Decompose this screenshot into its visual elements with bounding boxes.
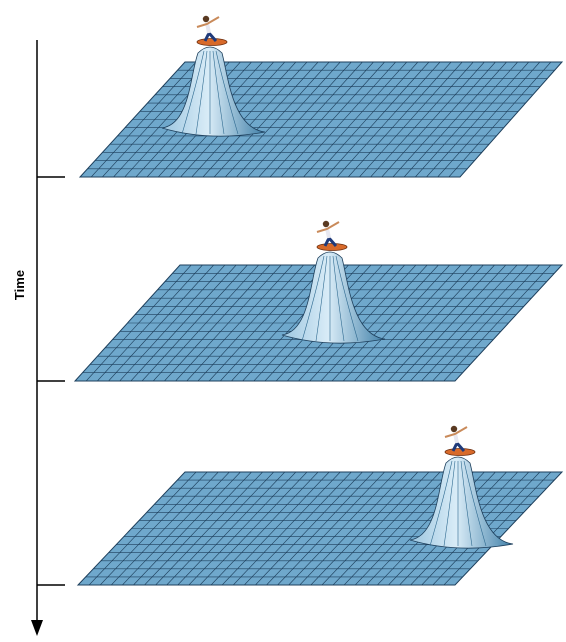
grid-plane [73, 220, 564, 382]
wave-line [443, 460, 456, 547]
layers [73, 15, 564, 586]
surfer-head [202, 15, 210, 23]
surfer-arms [444, 426, 468, 438]
grid-plane [76, 425, 564, 586]
axis-label: Time [12, 270, 27, 300]
wave-line [215, 50, 239, 135]
wave-line [212, 50, 225, 135]
wave-line [195, 50, 208, 135]
surfer [316, 220, 348, 251]
surfer-arms [196, 16, 220, 28]
surfboard [196, 38, 228, 46]
time-arrow [31, 620, 43, 636]
wave-line [463, 460, 487, 547]
surfer-arms [316, 221, 340, 233]
wave-line [429, 460, 453, 547]
surfboard [444, 448, 476, 456]
wave-line [181, 50, 205, 135]
surfer [444, 425, 476, 456]
surfer [196, 15, 228, 46]
wave-line [335, 255, 359, 342]
surfer-head [450, 425, 458, 433]
grid-plane [78, 15, 564, 178]
wave-line [301, 255, 325, 342]
surfer-head [322, 220, 330, 228]
wave-line [332, 255, 345, 342]
surfboard [316, 243, 348, 251]
wave-line [315, 255, 328, 342]
wave-line [460, 460, 473, 547]
